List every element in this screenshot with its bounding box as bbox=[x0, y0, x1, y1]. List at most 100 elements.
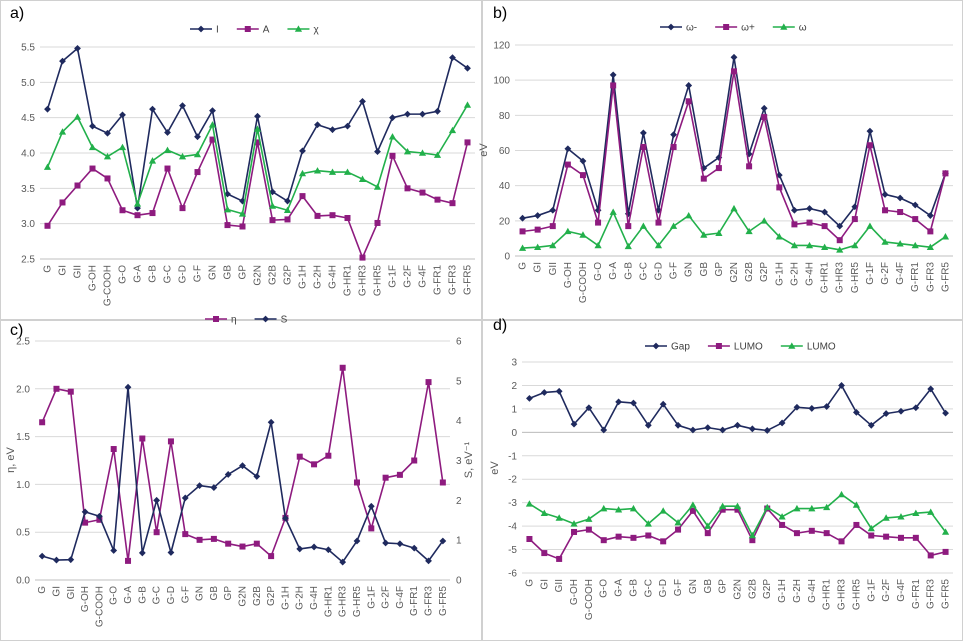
data-point-b-1-19 bbox=[806, 219, 813, 226]
data-point-d-0-13 bbox=[719, 426, 727, 434]
data-point-d-0-18 bbox=[793, 403, 801, 411]
data-point-d-2-20 bbox=[823, 503, 831, 511]
data-point-d-2-15 bbox=[748, 531, 756, 539]
data-point-b-2-23 bbox=[866, 222, 874, 229]
data-point-d-1-18 bbox=[793, 530, 800, 537]
x-tick-label: G-O bbox=[599, 579, 610, 598]
data-point-a-2-10 bbox=[193, 150, 202, 158]
data-point-a-2-8 bbox=[163, 146, 172, 153]
data-point-c-1-9 bbox=[167, 549, 175, 556]
y-tick-label: 120 bbox=[493, 41, 510, 52]
data-point-c-0-1 bbox=[53, 385, 60, 392]
data-point-a-0-20 bbox=[344, 122, 351, 130]
y-tick-label: 2.0 bbox=[16, 384, 30, 395]
data-point-d-2-21 bbox=[837, 490, 846, 498]
y-tick-label: 4.5 bbox=[21, 113, 35, 124]
data-point-d-2-8 bbox=[644, 520, 652, 527]
data-point-c-1-19 bbox=[310, 543, 318, 551]
data-point-c-1-16 bbox=[267, 418, 275, 426]
legend-label: ω bbox=[799, 23, 807, 34]
x-tick-label: GI bbox=[539, 579, 550, 590]
x-tick-label: GP bbox=[714, 262, 725, 277]
x-tick-label: G-D bbox=[166, 586, 177, 604]
x-tick-label: GII bbox=[66, 586, 77, 599]
data-point-b-1-1 bbox=[534, 226, 541, 233]
legend-marker bbox=[244, 26, 251, 32]
x-tick-label: G-HR3 bbox=[358, 265, 369, 297]
panel-a-chart: a) 2.5 3.0 3.5 4.0 4.5 5.0 5.5 G GI GII G-OH G-COOH G… bbox=[0, 0, 482, 320]
data-point-b-1-21 bbox=[836, 237, 843, 244]
legend-marker bbox=[262, 315, 269, 323]
data-point-c-0-10 bbox=[182, 531, 189, 538]
data-point-c-1-0 bbox=[38, 552, 46, 560]
data-point-d-1-21 bbox=[838, 538, 845, 545]
data-point-d-2-24 bbox=[882, 514, 890, 521]
y-tick-label: 0.5 bbox=[16, 528, 30, 539]
data-point-b-1-16 bbox=[761, 114, 768, 121]
x-tick-label: G2N bbox=[729, 262, 740, 283]
data-point-d-0-0 bbox=[526, 394, 533, 402]
data-point-a-0-11 bbox=[209, 107, 216, 114]
legend-marker bbox=[294, 25, 303, 32]
data-point-a-0-2 bbox=[74, 45, 81, 52]
data-point-a-2-11 bbox=[208, 121, 217, 128]
data-point-a-1-7 bbox=[149, 210, 156, 217]
data-point-b-1-7 bbox=[625, 223, 632, 230]
panel-border bbox=[0, 0, 482, 320]
x-tick-label: G-COOH bbox=[103, 265, 114, 306]
data-point-c-0-12 bbox=[210, 535, 217, 542]
y-tick-label: 5.0 bbox=[21, 78, 35, 89]
data-point-a-2-24 bbox=[403, 147, 412, 155]
data-point-a-2-0 bbox=[43, 163, 52, 170]
data-point-b-1-28 bbox=[942, 170, 949, 177]
data-point-d-1-26 bbox=[912, 534, 919, 541]
x-tick-label: G-OH bbox=[569, 579, 580, 605]
data-point-c-0-0 bbox=[39, 419, 46, 426]
data-point-d-0-9 bbox=[659, 400, 667, 408]
data-point-a-2-17 bbox=[298, 169, 307, 177]
x-tick-label: G-A bbox=[608, 262, 619, 280]
x-tick-label: G-4H bbox=[309, 586, 320, 610]
x-tick-label: G-4F bbox=[395, 586, 406, 609]
legend-label: S bbox=[281, 315, 288, 326]
data-point-d-2-9 bbox=[659, 507, 667, 514]
x-tick-label: G-A bbox=[133, 265, 144, 283]
data-point-b-0-22 bbox=[851, 203, 859, 211]
data-point-b-1-15 bbox=[746, 163, 753, 170]
x-tick-label: GB bbox=[223, 265, 234, 280]
x-tick-label: G-OH bbox=[88, 265, 99, 291]
data-point-c-1-27 bbox=[425, 557, 432, 565]
data-point-a-2-3 bbox=[88, 143, 97, 151]
data-point-d-2-25 bbox=[897, 513, 905, 520]
data-point-a-1-0 bbox=[44, 222, 51, 229]
data-point-c-1-4 bbox=[95, 512, 103, 520]
data-point-b-1-6 bbox=[610, 82, 617, 89]
y2-tick-label: 2 bbox=[456, 496, 462, 507]
data-point-d-2-1 bbox=[540, 509, 548, 517]
y2-tick-label: 5 bbox=[456, 376, 462, 387]
data-point-d-0-3 bbox=[570, 420, 578, 428]
x-tick-label: G bbox=[524, 579, 535, 587]
x-tick-label: G2P bbox=[283, 265, 294, 285]
x-tick-label: G-1H bbox=[774, 262, 785, 286]
data-point-b-1-27 bbox=[927, 228, 934, 235]
data-point-d-1-4 bbox=[585, 526, 592, 533]
y-tick-label: -6 bbox=[508, 569, 517, 580]
x-tick-label: G-HR3 bbox=[338, 586, 349, 618]
x-tick-label: G-FR5 bbox=[463, 265, 474, 295]
data-point-d-2-23 bbox=[867, 524, 875, 532]
y-tick-label: 3.0 bbox=[21, 219, 35, 230]
data-point-a-1-12 bbox=[224, 222, 231, 229]
data-point-d-0-7 bbox=[630, 399, 637, 407]
data-point-b-2-0 bbox=[518, 244, 527, 251]
x-tick-label: GN bbox=[208, 265, 219, 280]
y-tick-label: 1.5 bbox=[16, 432, 30, 443]
legend-marker bbox=[788, 342, 796, 349]
data-point-a-0-8 bbox=[164, 129, 171, 136]
y-tick-label: 0 bbox=[504, 252, 510, 263]
data-point-b-2-20 bbox=[821, 243, 829, 251]
data-point-d-2-19 bbox=[808, 504, 816, 512]
x-tick-label: G2N bbox=[733, 579, 744, 600]
x-tick-label: GB bbox=[699, 262, 710, 277]
x-tick-label: GN bbox=[195, 586, 206, 601]
